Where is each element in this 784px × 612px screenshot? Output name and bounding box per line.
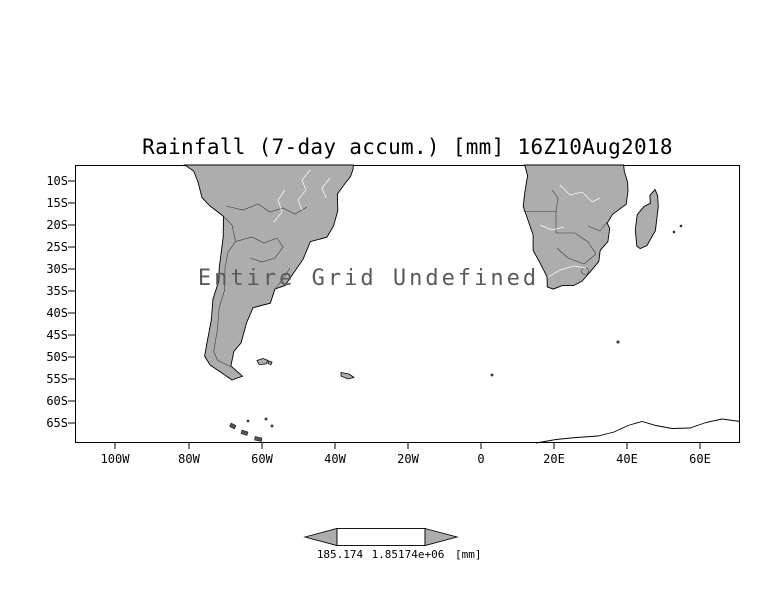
lon-label-20e: 20E [543,452,565,466]
lon-label-60w: 60W [251,452,273,466]
lat-label-40s: 40S [46,306,68,320]
colorbar-center-segment [336,528,426,546]
lon-label-0: 0 [477,452,485,466]
lat-label-45s: 45S [46,328,68,342]
lat-label-50s: 50S [46,350,68,364]
lat-label-30s: 30S [46,262,68,276]
lat-label-25s: 25S [46,240,68,254]
colorbar-units-label: [mm] [455,548,482,561]
lon-label-20w: 20W [397,452,419,466]
madagascar-landmass [634,188,659,250]
lat-tick-marks [68,180,75,424]
lat-label-55s: 55S [46,372,68,386]
africa-landmass [522,164,629,290]
colorbar [303,527,459,547]
lon-tick-marks [114,443,701,449]
islands [256,358,355,380]
lon-label-40e: 40E [616,452,638,466]
lat-label-65s: 65S [46,416,68,430]
antarctic-islets [229,224,683,442]
lon-label-100w: 100W [100,452,130,466]
lon-label-80w: 80W [178,452,200,466]
lat-label-15s: 15S [46,196,68,210]
country-borders [213,189,608,367]
colorbar-min-label: 185.174 [316,548,364,561]
falkland-islands [256,358,269,365]
plot-title: Rainfall (7-day accum.) [mm] 16Z10Aug201… [142,135,673,159]
colorbar-left-arrow [303,527,338,547]
lat-label-10s: 10S [46,174,68,188]
antarctica-coastline [535,418,741,444]
south-georgia-island [340,372,355,380]
lat-label-35s: 35S [46,284,68,298]
south-america-landmass [183,164,354,381]
river-lines [273,169,601,278]
lat-label-60s: 60S [46,394,68,408]
plot-frame [75,165,740,443]
colorbar-max-label: 1.85174e+06 [371,548,445,561]
colorbar-right-arrow [424,527,459,547]
lon-label-60e: 60E [689,452,711,466]
lon-label-40w: 40W [324,452,346,466]
lat-label-20s: 20S [46,218,68,232]
grid-undefined-message: Entire Grid Undefined [197,266,540,291]
